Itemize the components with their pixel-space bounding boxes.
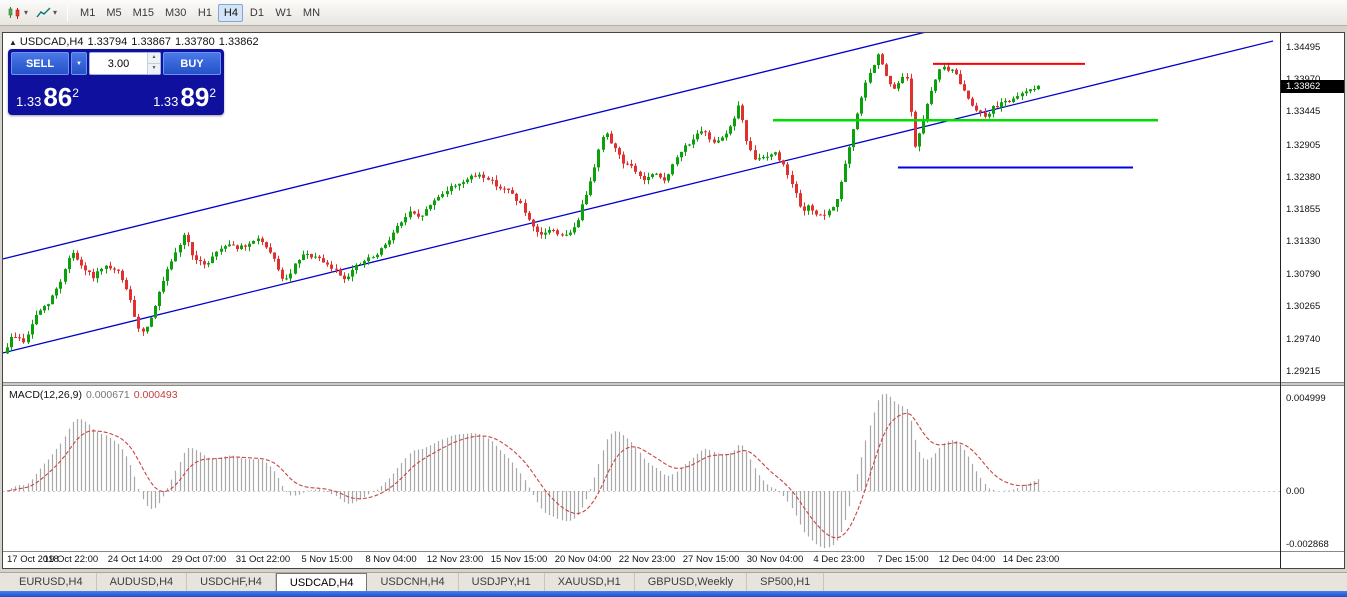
sell-price-display[interactable]: 1.33 86 2 xyxy=(16,84,79,110)
sell-price-prefix: 1.33 xyxy=(16,94,42,109)
time-tick: 4 Dec 23:00 xyxy=(813,554,865,565)
tab-usdjpy-h1[interactable]: USDJPY,H1 xyxy=(459,573,545,591)
taskbar-edge xyxy=(0,591,1347,597)
price-tick: 1.33445 xyxy=(1286,106,1321,118)
volume-decrease-button[interactable]: ▼ xyxy=(148,64,160,74)
timeframe-h1[interactable]: H1 xyxy=(197,6,212,19)
tab-eurusd-h4[interactable]: EURUSD,H4 xyxy=(6,573,97,591)
chevron-down-icon: ▼ xyxy=(76,60,82,67)
time-tick: 14 Dec 23:00 xyxy=(1002,554,1060,565)
one-click-toggle-icon[interactable]: ▲ xyxy=(9,38,17,47)
new-chart-button[interactable]: ▾ xyxy=(4,3,31,23)
low-value: 1.33780 xyxy=(175,36,215,48)
volume-dropdown-button[interactable]: ▼ xyxy=(71,52,87,75)
time-tick: 19 Oct 22:00 xyxy=(43,554,99,565)
time-tick: 8 Nov 04:00 xyxy=(365,554,417,565)
one-click-trading-panel: SELL ▼ ▲ ▼ BUY 1.33 86 2 xyxy=(8,49,224,115)
timeframe-d1[interactable]: D1 xyxy=(249,6,264,19)
indicator-label: MACD(12,26,9) 0.000671 0.000493 xyxy=(9,389,178,401)
tab-usdcad-h4[interactable]: USDCAD,H4 xyxy=(275,573,368,591)
price-tick: 1.34495 xyxy=(1286,42,1321,53)
tab-audusd-h4[interactable]: AUDUSD,H4 xyxy=(97,573,188,591)
chart-window: ▲ USDCAD,H4 1.33794 1.33867 1.33780 1.33862 S… xyxy=(2,32,1345,569)
time-tick: 29 Oct 07:00 xyxy=(171,554,227,565)
time-tick: 17 Oct 2018 xyxy=(7,554,59,565)
timeframe-m1[interactable]: M1 xyxy=(80,6,96,19)
timeframe-w1[interactable]: W1 xyxy=(275,6,292,19)
time-tick: 24 Oct 14:00 xyxy=(107,554,163,565)
chart-canvas[interactable] xyxy=(3,33,1344,568)
macd-signal-value: 0.000493 xyxy=(133,389,178,401)
price-tick: 1.32380 xyxy=(1286,171,1321,183)
ohlc-header: ▲ USDCAD,H4 1.33794 1.33867 1.33780 1.33862 xyxy=(9,36,263,48)
candlestick-chart-icon xyxy=(8,6,20,19)
line-chart-icon xyxy=(36,7,51,17)
buy-price-display[interactable]: 1.33 89 2 xyxy=(153,84,216,110)
volume-box: ▲ ▼ xyxy=(89,52,161,75)
tab-usdcnh-h4[interactable]: USDCNH,H4 xyxy=(367,573,459,591)
buy-price-sup: 2 xyxy=(209,86,216,100)
sell-price-big: 86 xyxy=(43,82,73,112)
sell-button[interactable]: SELL xyxy=(11,52,69,75)
volume-spinner: ▲ ▼ xyxy=(147,53,160,74)
price-tick: 1.31855 xyxy=(1286,203,1321,215)
time-tick: 7 Dec 15:00 xyxy=(877,554,929,565)
time-tick: 5 Nov 15:00 xyxy=(301,554,353,565)
macd-name: MACD(12,26,9) xyxy=(9,389,82,401)
price-tick: 1.29740 xyxy=(1286,333,1321,345)
tab-gbpusd-weekly[interactable]: GBPUSD,Weekly xyxy=(635,573,748,591)
chart-toolbar: ▾ ▾ M1 M5 M15 M30 H1 H4 D1 W1 MN xyxy=(0,0,1347,26)
price-tick: 1.32905 xyxy=(1286,139,1321,151)
timeframe-m5[interactable]: M5 xyxy=(106,6,122,19)
volume-increase-button[interactable]: ▲ xyxy=(148,53,160,64)
chart-type-button[interactable]: ▾ xyxy=(33,3,60,23)
timeframe-mn[interactable]: MN xyxy=(302,6,321,19)
macd-tick: -0.002868 xyxy=(1286,539,1329,550)
buy-price-prefix: 1.33 xyxy=(153,94,179,109)
tab-usdchf-h4[interactable]: USDCHF,H4 xyxy=(187,573,276,591)
time-tick: 27 Nov 15:00 xyxy=(682,554,740,565)
price-axis[interactable]: 1.34495 1.33970 1.33445 1.32905 1.32380 1.318… xyxy=(1281,33,1344,551)
price-tick: 1.29215 xyxy=(1286,365,1321,377)
chevron-down-icon: ▾ xyxy=(24,7,29,17)
price-tick: 1.33970 xyxy=(1286,74,1320,85)
time-tick: 22 Nov 23:00 xyxy=(618,554,676,565)
timeframe-h4[interactable]: H4 xyxy=(218,3,244,22)
chevron-down-icon: ▾ xyxy=(53,7,58,17)
open-value: 1.33794 xyxy=(87,36,128,48)
time-tick: 12 Nov 23:00 xyxy=(426,554,484,565)
timeframe-m15[interactable]: M15 xyxy=(132,6,154,19)
price-tick: 1.30265 xyxy=(1286,301,1321,313)
close-value: 1.33862 xyxy=(218,36,259,48)
price-tick: 1.31330 xyxy=(1286,236,1321,248)
time-tick: 12 Dec 04:00 xyxy=(938,554,996,565)
price-tick: 1.30790 xyxy=(1286,269,1321,281)
time-tick: 15 Nov 15:00 xyxy=(490,554,548,565)
timeframe-toolbar: M1 M5 M15 M30 H1 H4 D1 W1 MN xyxy=(75,3,326,22)
macd-main-value: 0.000671 xyxy=(85,389,130,401)
time-axis[interactable]: 17 Oct 2018 19 Oct 22:00 24 Oct 14:00 29 Oc… xyxy=(3,552,1280,568)
symbol-label: USDCAD,H4 xyxy=(19,36,84,48)
toolbar-separator xyxy=(67,4,69,21)
sell-price-sup: 2 xyxy=(72,86,79,100)
tab-xauusd-h1[interactable]: XAUUSD,H1 xyxy=(545,573,635,591)
time-tick: 31 Oct 22:00 xyxy=(235,554,291,565)
time-tick: 30 Nov 04:00 xyxy=(746,554,804,565)
tab-sp500-h1[interactable]: SP500,H1 xyxy=(747,573,825,591)
macd-tick: 0.00 xyxy=(1286,486,1305,497)
chart-tab-bar: EURUSD,H4 AUDUSD,H4 USDCHF,H4 USDCAD,H4 USDC… xyxy=(0,572,1347,591)
pane-divider[interactable] xyxy=(3,382,1344,386)
timeframe-m30[interactable]: M30 xyxy=(165,6,187,19)
volume-input[interactable] xyxy=(90,53,147,74)
macd-tick: 0.004999 xyxy=(1286,393,1326,404)
buy-button[interactable]: BUY xyxy=(163,52,221,75)
current-price-badge: 1.33862 xyxy=(1281,79,1344,93)
macd-axis: 0.004999 0.00 -0.002868 xyxy=(1281,33,1344,568)
time-tick: 20 Nov 04:00 xyxy=(554,554,612,565)
buy-price-big: 89 xyxy=(180,82,210,112)
high-value: 1.33867 xyxy=(131,36,172,48)
